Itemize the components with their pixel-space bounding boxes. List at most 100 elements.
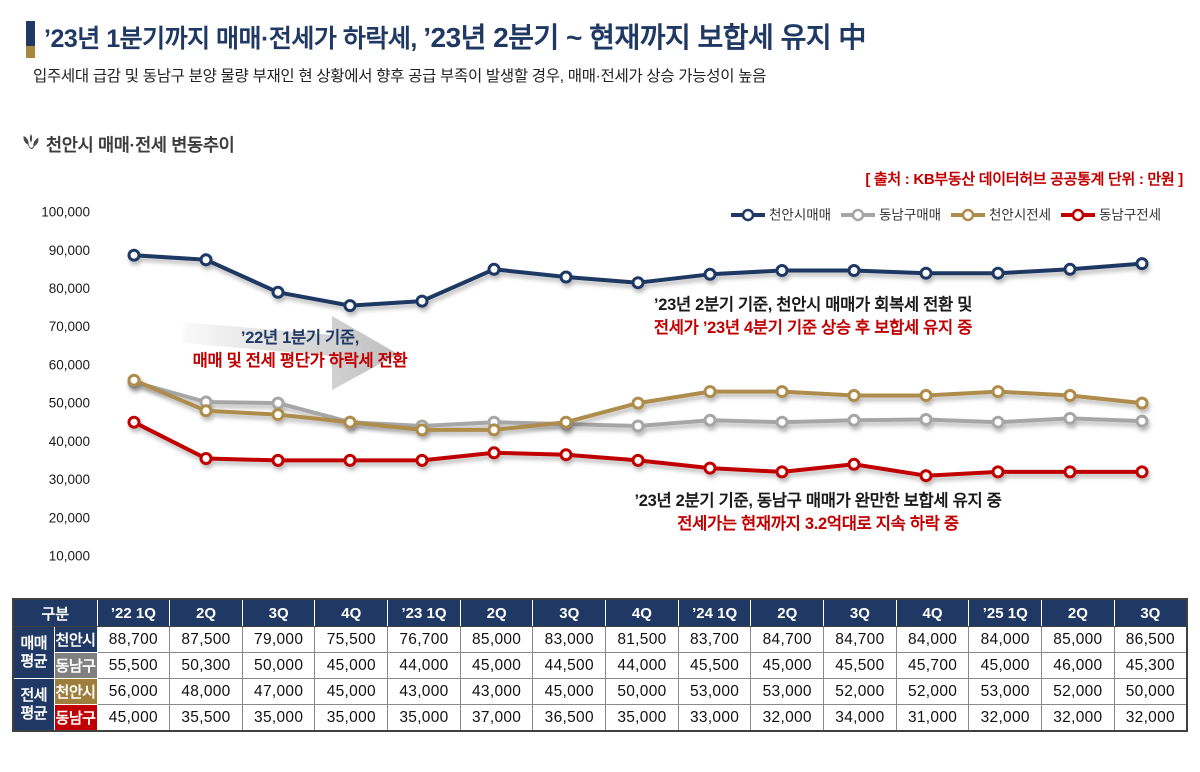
data-point-marker: [703, 413, 717, 427]
table-row-header: 천안시: [53, 626, 98, 653]
table-cell: 84,700: [823, 626, 897, 653]
table-col-header: ’25 1Q: [968, 598, 1043, 627]
table-cell: 32,000: [968, 704, 1043, 732]
data-point-marker: [271, 453, 285, 467]
table-cell: 45,300: [1113, 652, 1188, 679]
table-col-header: 2Q: [169, 598, 243, 627]
data-point-marker: [559, 448, 573, 462]
data-point-marker: [847, 264, 861, 277]
table-cell: 79,000: [241, 626, 316, 653]
table-col-header: 4Q: [895, 598, 970, 627]
data-point-marker: [775, 385, 789, 399]
table-row: 동남구 55,500 50,300 50,000 45,000 44,000 45,000 4…: [13, 652, 1188, 679]
data-point-marker: [199, 452, 213, 465]
table-cell: 33,000: [677, 704, 752, 732]
annotation-line: 전세가 ’23년 4분기 기준 상승 후 보합세 유지 중: [653, 319, 973, 338]
data-point-marker: [1063, 389, 1077, 402]
table-col-header: 2Q: [750, 598, 825, 627]
table-col-header: ’23 1Q: [387, 598, 461, 627]
data-point-marker: [559, 415, 573, 429]
y-axis-tick-label: 10,000: [49, 549, 90, 564]
table-cell: 45,000: [750, 652, 825, 679]
y-axis-tick-label: 90,000: [49, 243, 90, 258]
table-cell: 84,000: [895, 626, 970, 653]
table-cell: 88,700: [96, 626, 171, 653]
legend-label: 동남구매매: [879, 208, 941, 223]
legend-item: 동남구전세: [1061, 208, 1161, 223]
legend-label: 천안시전세: [989, 208, 1051, 223]
y-axis-tick-label: 70,000: [49, 319, 90, 334]
data-point-marker: [127, 415, 141, 429]
table-col-header: 4Q: [605, 598, 679, 627]
title-accent-bar: [26, 21, 35, 58]
data-point-marker: [343, 299, 357, 313]
data-point-marker: [847, 389, 861, 402]
data-point-marker: [1135, 465, 1149, 479]
table-cell: 32,000: [1041, 704, 1115, 732]
table-cell: 52,000: [1041, 678, 1115, 705]
table-cell: 36,500: [532, 704, 607, 732]
data-point-marker: [1063, 411, 1077, 425]
table-cell: 76,700: [387, 626, 461, 653]
table-cell: 55,500: [96, 652, 171, 679]
table-col-header: ’24 1Q: [677, 598, 752, 627]
data-point-marker: [991, 385, 1005, 399]
data-point-marker: [199, 253, 213, 267]
table-cell: 45,700: [895, 652, 970, 679]
legend-marker-icon: [741, 208, 755, 222]
data-point-marker: [559, 270, 573, 284]
table-col-header: 2Q: [1041, 598, 1115, 627]
y-axis-tick-label: 20,000: [49, 510, 90, 525]
legend-item: 동남구매매: [841, 208, 941, 223]
series-line: [127, 415, 1149, 483]
data-point-marker: [631, 419, 645, 433]
table-group-header: 전세 평균: [12, 678, 55, 732]
table-row-header: 동남구: [53, 652, 98, 679]
page-subtitle: 입주세대 급감 및 동남구 분양 물량 부재인 현 상황에서 향후 공급 부족이…: [33, 68, 767, 85]
data-point-marker: [1135, 414, 1149, 428]
table-cell: 87,500: [169, 626, 243, 653]
table-cell: 37,000: [459, 704, 534, 732]
table-cell: 45,000: [459, 652, 534, 679]
table-cell: 44,000: [387, 652, 461, 679]
data-point-marker: [487, 423, 501, 437]
table-col-header: 3Q: [241, 598, 316, 627]
data-point-marker: [487, 262, 501, 276]
table-cell: 35,500: [169, 704, 243, 732]
table-cell: 48,000: [169, 678, 243, 705]
annotation-line: ’22년 1분기 기준,: [240, 329, 360, 347]
table-cell: 75,500: [314, 626, 389, 653]
series-line: [127, 373, 1149, 437]
source-note: [ 출처 : KB부동산 데이터허브 공공통계 단위 : 만원 ]: [865, 171, 1183, 188]
table-cell: 47,000: [241, 678, 316, 705]
data-point-marker: [631, 276, 645, 290]
trend-line-chart: 100,000 90,000 80,000 70,000 60,000 50,000 40,…: [41, 205, 1161, 564]
table-cell: 31,000: [895, 704, 970, 732]
table-row-header: 천안시: [53, 678, 98, 705]
legend-marker-icon: [1071, 208, 1085, 222]
page-title: ’23년 1분기까지 매매·전세가 하락세, ’23년 2분기 ~ 현재까지 보…: [44, 16, 866, 56]
page-title-regular: ’23년 1분기까지 매매·전세가 하락세,: [44, 25, 424, 53]
legend-label: 동남구전세: [1099, 208, 1161, 223]
annotation-cheonan-recovery: ’23년 2분기 기준, 천안시 매매가 회복세 전환 및 전세가 ’23년 4…: [593, 294, 1033, 340]
data-point-marker: [271, 408, 285, 422]
table-col-header: 2Q: [459, 598, 534, 627]
data-point-marker: [415, 453, 429, 467]
table-col-header: 3Q: [532, 598, 607, 627]
y-axis-tick-label: 100,000: [41, 205, 90, 220]
table-cell: 43,000: [459, 678, 534, 705]
table-cell: 50,300: [169, 652, 243, 679]
table-cell: 45,500: [823, 652, 897, 679]
y-axis-tick-label: 60,000: [49, 357, 90, 372]
data-point-marker: [1063, 465, 1077, 479]
data-point-marker: [919, 389, 933, 402]
data-point-marker: [847, 457, 861, 471]
legend-item: 천안시매매: [731, 208, 831, 223]
table-cell: 83,700: [677, 626, 752, 653]
leaf-icon: [23, 133, 39, 149]
series-line: [127, 248, 1149, 313]
data-point-marker: [343, 453, 357, 467]
legend-label: 천안시매매: [769, 208, 831, 223]
table-row-header: 동남구: [53, 704, 98, 732]
